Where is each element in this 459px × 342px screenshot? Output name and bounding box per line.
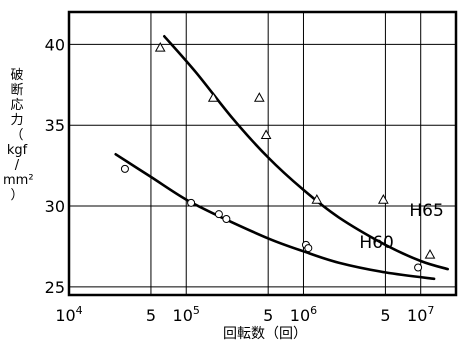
- curve-h65: [163, 35, 449, 271]
- x-tick-label: 5: [380, 306, 390, 325]
- x-tick-base: 10: [173, 306, 193, 325]
- x-tick-exponent: 6: [310, 304, 317, 317]
- x-tick-exponent: 4: [76, 304, 83, 317]
- x-tick-label: 107: [407, 304, 434, 325]
- circle-marker-h60: [120, 164, 129, 173]
- y-axis-label-char: 断: [10, 83, 24, 98]
- y-axis-label-char: 破: [10, 68, 24, 83]
- y-tick-label: 35: [45, 116, 65, 135]
- circle-marker-h60: [187, 198, 196, 207]
- circle-marker-h60: [214, 210, 223, 219]
- y-tick-label: 40: [45, 35, 65, 54]
- x-tick-label: 5: [263, 306, 273, 325]
- triangle-marker-h65: [377, 194, 389, 204]
- plot-frame: [67, 10, 458, 297]
- x-tick-base: 5: [263, 306, 273, 325]
- triangle-marker-h65: [154, 42, 166, 52]
- y-axis-label-char: 応: [10, 98, 24, 113]
- y-tick-label: 25: [45, 278, 65, 297]
- y-axis-label-char: mm²: [3, 173, 34, 188]
- x-tick-base: 5: [146, 306, 156, 325]
- y-axis-label-char: 力: [10, 113, 24, 128]
- x-axis-label: 回転数（回）: [223, 326, 307, 342]
- x-tick-exponent: 5: [193, 304, 200, 317]
- circle-marker-h60: [222, 214, 231, 223]
- y-tick-label: 30: [45, 197, 65, 216]
- curve-h60: [114, 153, 436, 281]
- annotation-h65: H65: [409, 201, 443, 221]
- x-tick-base: 10: [55, 306, 75, 325]
- x-tick-label: 104: [55, 304, 82, 325]
- x-tick-label: 105: [173, 304, 200, 325]
- triangle-marker-h65: [253, 92, 265, 102]
- x-tick-label: 106: [290, 304, 317, 325]
- y-axis-label: 破 断 応 力 （ kgf / mm² ）: [3, 68, 34, 203]
- triangle-marker-h65: [424, 249, 436, 259]
- x-tick-base: 5: [380, 306, 390, 325]
- y-axis-label-char: /: [14, 158, 20, 173]
- x-tick-base: 10: [407, 306, 427, 325]
- triangle-marker-h65: [207, 92, 219, 102]
- y-axis-label-char: （: [10, 128, 24, 143]
- x-tick-base: 10: [290, 306, 310, 325]
- y-axis-label-char: ）: [10, 188, 24, 203]
- circle-marker-h60: [304, 244, 313, 253]
- x-tick-exponent: 7: [427, 304, 434, 317]
- circle-marker-h60: [414, 263, 423, 272]
- annotation-h60: H60: [359, 233, 393, 253]
- y-axis-label-char: kgf: [6, 143, 28, 158]
- x-tick-label: 5: [146, 306, 156, 325]
- triangle-marker-h65: [311, 194, 323, 204]
- triangle-marker-h65: [260, 129, 272, 140]
